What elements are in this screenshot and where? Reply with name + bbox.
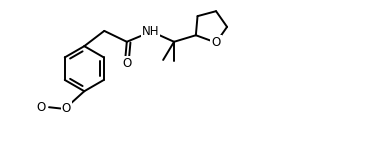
Text: O: O <box>122 57 131 70</box>
Text: O: O <box>211 36 221 49</box>
Text: O: O <box>62 102 71 115</box>
Text: O: O <box>36 101 45 114</box>
Text: NH: NH <box>142 25 159 38</box>
